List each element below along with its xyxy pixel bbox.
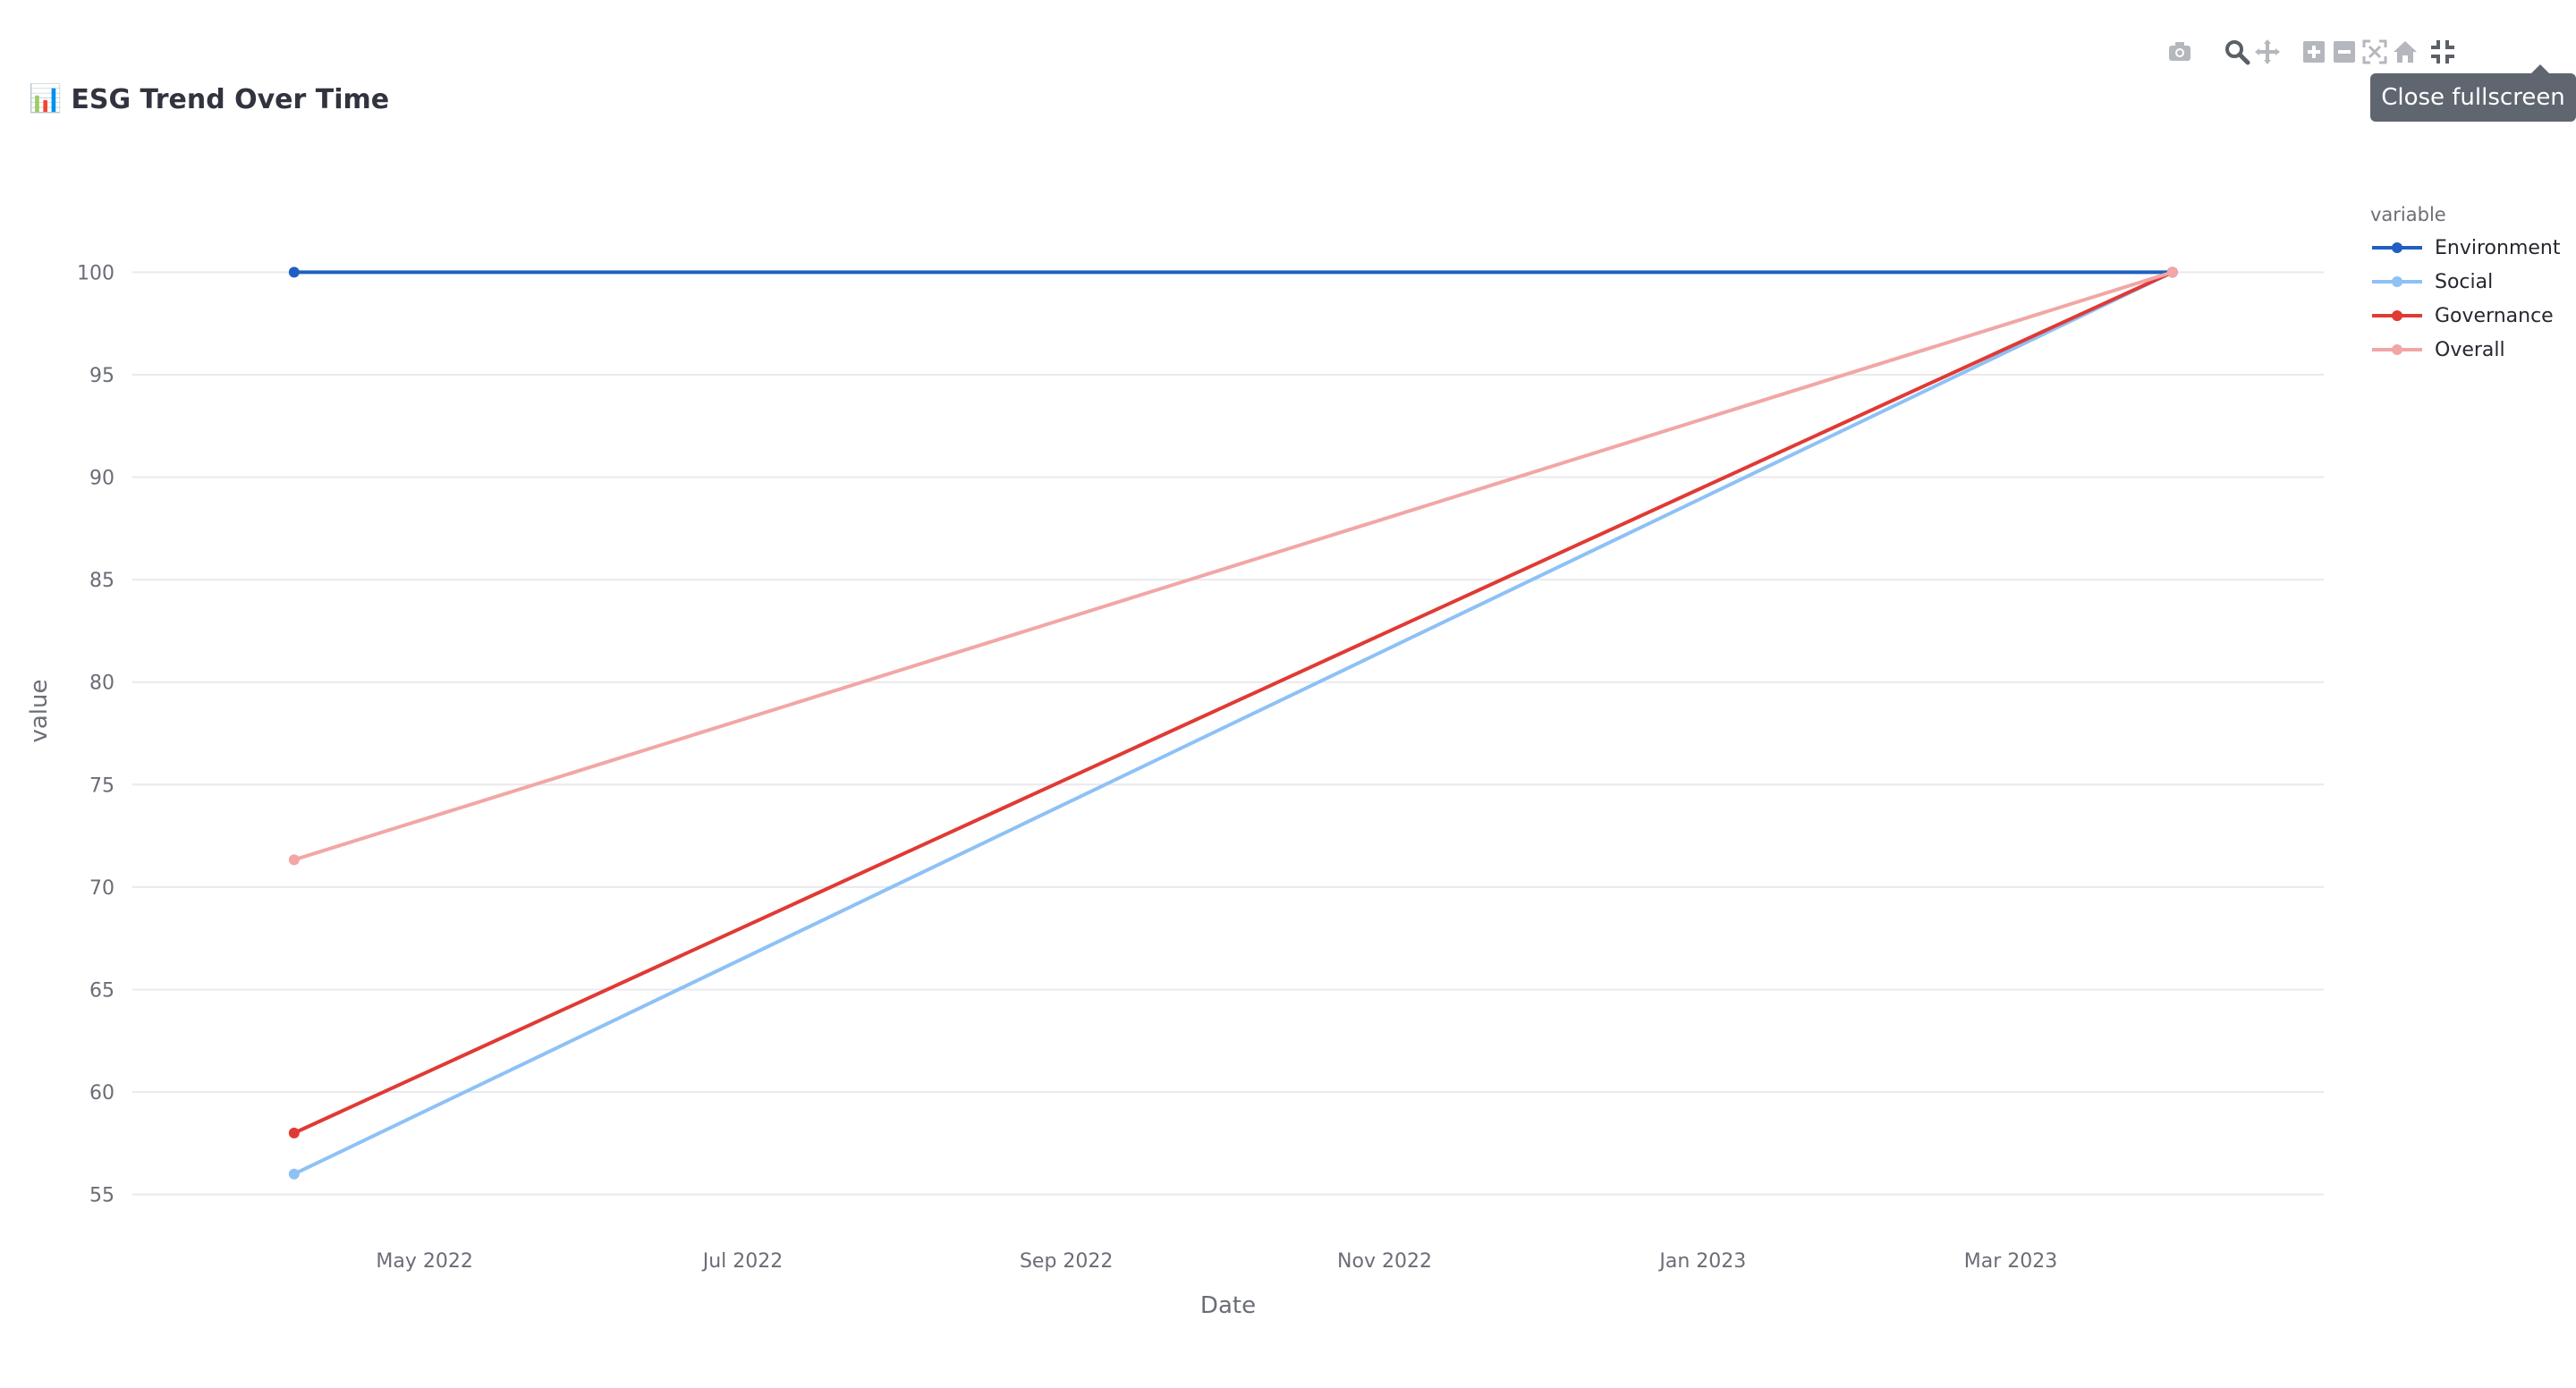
x-tick-label: Nov 2022	[1337, 1250, 1432, 1273]
zoom-in-icon	[2303, 41, 2325, 63]
x-tick-label: Sep 2022	[1020, 1250, 1113, 1273]
legend-label: Governance	[2435, 304, 2554, 327]
legend-item-governance[interactable]: Governance	[2370, 299, 2560, 333]
y-tick-label: 85	[89, 570, 114, 592]
x-tick-label: Mar 2023	[1964, 1250, 2058, 1273]
y-tick-label: 80	[89, 673, 114, 695]
zoom-icon	[2225, 40, 2250, 65]
y-tick-label: 55	[89, 1185, 114, 1207]
autoscale-icon	[2362, 39, 2387, 64]
legend-item-environment[interactable]: Environment	[2370, 231, 2560, 265]
legend-swatch-icon	[2372, 276, 2422, 287]
legend-item-overall[interactable]: Overall	[2370, 333, 2560, 367]
legend-swatch-icon	[2372, 344, 2422, 355]
chart-legend: variable Environment Social Governance Over…	[2370, 204, 2560, 367]
series-environment[interactable]	[288, 267, 2178, 278]
data-point-social[interactable]	[288, 1168, 300, 1180]
series-governance[interactable]	[288, 267, 2178, 1138]
exit-fullscreen-icon	[2431, 40, 2454, 63]
fullscreen-tooltip: Close fullscreen	[2370, 64, 2576, 122]
y-tick-label: 70	[89, 877, 114, 900]
series-overall[interactable]	[288, 267, 2178, 866]
x-tick-label: May 2022	[376, 1250, 472, 1273]
y-axis-title: value	[26, 679, 53, 742]
reset-axes-button[interactable]	[2390, 37, 2420, 67]
y-tick-label: 75	[89, 774, 114, 797]
autoscale-button[interactable]	[2360, 37, 2390, 67]
y-tick-label: 90	[89, 468, 114, 490]
zoom-button[interactable]	[2222, 37, 2252, 67]
series-line-overall[interactable]	[293, 270, 2174, 862]
camera-button[interactable]	[2165, 37, 2195, 67]
legend-label: Environment	[2435, 236, 2561, 259]
camera-icon	[2169, 42, 2190, 61]
chart-modebar	[2165, 34, 2458, 70]
legend-item-social[interactable]: Social	[2370, 265, 2560, 299]
legend-label: Overall	[2435, 338, 2505, 361]
legend-title: variable	[2370, 204, 2446, 225]
x-tick-label: Jul 2022	[701, 1250, 784, 1273]
legend-swatch-icon	[2372, 242, 2422, 253]
legend-label: Social	[2435, 270, 2494, 293]
chart-title: 📊 ESG Trend Over Time	[29, 77, 389, 122]
zoom-out-icon	[2334, 41, 2355, 63]
series-social[interactable]	[288, 267, 2178, 1180]
y-tick-label: 95	[89, 365, 114, 387]
y-tick-label: 100	[77, 262, 114, 284]
y-tick-label: 65	[89, 979, 114, 1002]
chart-emoji-icon: 📊	[29, 83, 63, 114]
series-line-governance[interactable]	[293, 270, 2174, 1135]
y-tick-label: 60	[89, 1082, 114, 1104]
zoom-out-button[interactable]	[2329, 37, 2360, 67]
x-tick-label: Jan 2023	[1657, 1250, 1746, 1273]
exit-fullscreen-button[interactable]	[2428, 37, 2458, 67]
chart-title-text: ESG Trend Over Time	[71, 83, 390, 115]
data-point-environment[interactable]	[288, 267, 300, 278]
data-point-overall[interactable]	[288, 854, 300, 866]
data-point-governance[interactable]	[288, 1127, 300, 1138]
data-point-overall[interactable]	[2166, 267, 2178, 278]
pan-button[interactable]	[2252, 37, 2283, 67]
legend-swatch-icon	[2372, 310, 2422, 321]
reset-axes-icon	[2394, 41, 2417, 63]
series-line-social[interactable]	[292, 270, 2174, 1176]
zoom-in-button[interactable]	[2299, 37, 2329, 67]
pan-icon	[2255, 39, 2280, 64]
x-axis-title: Date	[1200, 1292, 1256, 1319]
